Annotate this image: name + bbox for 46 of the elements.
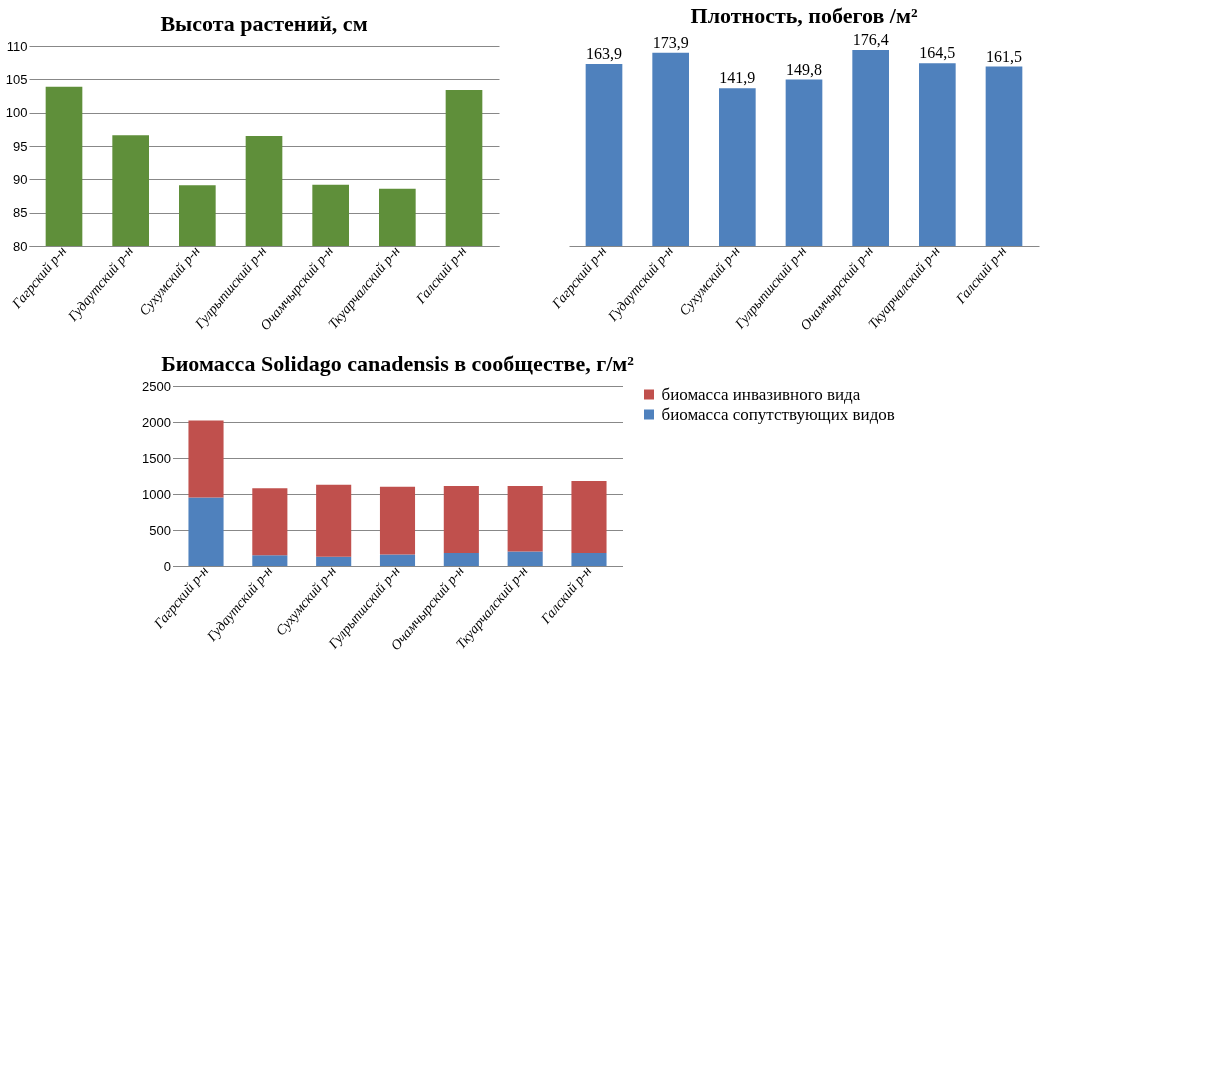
data-label: 161,5 (986, 47, 1022, 65)
data-label: 141,9 (719, 69, 756, 87)
bar (652, 52, 689, 246)
bar (252, 555, 288, 566)
data-label: 176,4 (852, 31, 889, 48)
bar (188, 420, 224, 498)
chart-title: Плотность, побегов /м² (690, 3, 918, 28)
bar (852, 50, 889, 246)
data-label: 164,5 (919, 44, 956, 62)
bar (985, 66, 1023, 246)
data-label: 149,8 (786, 60, 822, 78)
y-tick-label: 1500 (142, 450, 171, 466)
chart-title: Высота растений, см (160, 11, 368, 36)
y-tick-label: 80 (13, 238, 28, 254)
y-tick-label: 105 (5, 71, 28, 87)
y-tick-label: 85 (13, 205, 28, 221)
y-tick-label: 90 (13, 171, 28, 187)
y-tick-label: 100 (5, 105, 28, 121)
data-label: 163,9 (586, 44, 622, 62)
y-tick-label: 95 (13, 138, 28, 154)
legend-label: биомасса сопутствующих видов (661, 404, 895, 424)
y-tick-label: 110 (6, 38, 28, 54)
y-tick-label: 2500 (142, 378, 171, 394)
bar (571, 481, 607, 554)
data-label: 173,9 (652, 33, 689, 51)
chart-title: Биомасса Solidago canadensis в сообществе, г/м² (161, 351, 635, 376)
y-tick-label: 500 (149, 522, 171, 538)
bar (188, 497, 224, 566)
bar (919, 63, 956, 246)
bar (507, 551, 543, 566)
bar (785, 79, 823, 246)
y-tick-label: 0 (163, 558, 171, 574)
legend-label: биомасса инвазивного вида (661, 384, 861, 404)
bar (719, 88, 756, 246)
bar (316, 484, 352, 557)
bar (443, 553, 479, 566)
bar (507, 486, 543, 552)
y-tick-label: 2000 (142, 414, 171, 430)
bar (585, 63, 623, 246)
y-tick-label: 1000 (142, 486, 171, 502)
bar (443, 486, 479, 554)
bar (316, 556, 352, 566)
bar (379, 554, 416, 566)
bar (571, 553, 607, 566)
bar (379, 486, 416, 555)
bar (252, 488, 288, 556)
